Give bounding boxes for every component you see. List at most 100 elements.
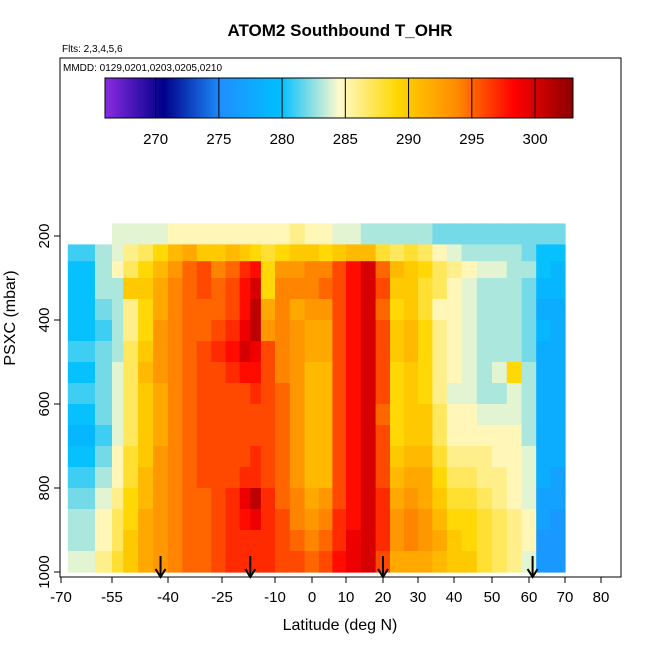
heatmap-cell <box>506 530 523 552</box>
heatmap-cell <box>332 261 347 279</box>
heatmap-cell <box>168 244 183 262</box>
heatmap-cell <box>360 488 377 510</box>
heatmap-cell <box>153 383 169 405</box>
x-tick-label: 20 <box>375 589 392 606</box>
heatmap-cell <box>550 341 566 363</box>
y-tick-label: 600 <box>36 391 53 416</box>
heatmap-cell <box>506 223 523 245</box>
heatmap-cell <box>404 244 419 262</box>
heatmap-cell <box>225 362 241 384</box>
flight-marker-arrow <box>244 556 257 579</box>
heatmap-cell <box>289 383 306 405</box>
heatmap-cell <box>550 446 566 468</box>
heatmap-cell <box>432 383 448 405</box>
heatmap-cell <box>239 244 251 262</box>
heatmap-cell <box>346 509 362 531</box>
heatmap-cell <box>123 383 139 405</box>
heatmap-cell <box>182 425 198 447</box>
heatmap-cell <box>446 488 463 510</box>
heatmap-cell <box>446 223 463 245</box>
heatmap-cell <box>182 244 198 262</box>
heatmap-cell <box>304 488 320 510</box>
heatmap-cell <box>138 488 154 510</box>
heatmap-cell <box>550 509 566 531</box>
heatmap-cell <box>432 530 448 552</box>
heatmap-cell <box>153 467 169 489</box>
heatmap-cell <box>112 341 124 363</box>
colorbar-tick-label: 300 <box>523 131 548 148</box>
heatmap-cell <box>360 383 377 405</box>
heatmap-cell <box>506 299 523 321</box>
heatmap-cell <box>211 530 227 552</box>
heatmap-cell <box>153 261 169 279</box>
heatmap-cell <box>332 488 347 510</box>
heatmap-cell <box>432 244 448 262</box>
heatmap-cell <box>461 362 478 384</box>
heatmap-cell <box>536 261 552 279</box>
heatmap-cell <box>168 223 183 245</box>
heatmap-cell <box>418 244 433 262</box>
heatmap-cell <box>123 362 139 384</box>
heatmap-cell <box>196 509 212 531</box>
heatmap-cell <box>138 383 154 405</box>
heatmap-cell <box>476 467 493 489</box>
heatmap-cell <box>239 530 251 552</box>
heatmap-cell <box>390 530 405 552</box>
heatmap-cell <box>432 341 448 363</box>
heatmap-cell <box>95 425 113 447</box>
heatmap-cell <box>260 341 276 363</box>
heatmap-cell <box>506 362 523 384</box>
heatmap-cell <box>67 551 96 573</box>
heatmap-cell <box>418 341 433 363</box>
heatmap-cell <box>346 320 362 342</box>
heatmap-cell <box>275 223 291 245</box>
heatmap-cell <box>375 299 391 321</box>
heatmap-cell <box>225 244 241 262</box>
heatmap-cell <box>418 467 433 489</box>
heatmap-cell <box>375 261 391 279</box>
heatmap-cell <box>250 244 262 262</box>
heatmap-cell <box>153 278 169 300</box>
heatmap-cell <box>211 341 227 363</box>
x-tick-label: -10 <box>264 589 286 606</box>
heatmap-cell <box>260 261 276 279</box>
heatmap-cell <box>304 446 320 468</box>
heatmap-cell <box>304 425 320 447</box>
heatmap-cell <box>446 530 463 552</box>
heatmap-cell <box>304 509 320 531</box>
heatmap-cell <box>196 383 212 405</box>
heatmap-cell <box>67 341 96 363</box>
x-tick-label: 0 <box>308 589 316 606</box>
heatmap-cell <box>432 362 448 384</box>
heatmap-cell <box>239 404 251 426</box>
heatmap-cell <box>250 446 262 468</box>
heatmap-cell <box>346 261 362 279</box>
heatmap-cell <box>492 509 508 531</box>
heatmap-cell <box>250 488 262 510</box>
heatmap-cell <box>492 383 508 405</box>
heatmap-cell <box>492 320 508 342</box>
heatmap-cell <box>446 320 463 342</box>
heatmap-cell <box>304 320 320 342</box>
heatmap-cell <box>390 509 405 531</box>
heatmap-cell <box>550 261 566 279</box>
heatmap-cell <box>95 551 113 573</box>
heatmap-cell <box>418 261 433 279</box>
heatmap-cell <box>275 299 291 321</box>
heatmap-cell <box>318 362 333 384</box>
heatmap-cell <box>112 299 124 321</box>
heatmap-cell <box>536 223 552 245</box>
mmdd-note: MMDD: 0129,0201,0203,0205,0210 <box>63 63 222 74</box>
heatmap-cell <box>153 341 169 363</box>
heatmap-cell <box>260 223 276 245</box>
heatmap-cell <box>182 551 198 573</box>
heatmap-cell <box>67 278 96 300</box>
heatmap-cell <box>275 244 291 262</box>
heatmap-cell <box>476 383 493 405</box>
heatmap-cell <box>153 299 169 321</box>
heatmap-cell <box>446 362 463 384</box>
heatmap-cell <box>112 488 124 510</box>
heatmap-cell <box>250 341 262 363</box>
heatmap-cell <box>196 467 212 489</box>
